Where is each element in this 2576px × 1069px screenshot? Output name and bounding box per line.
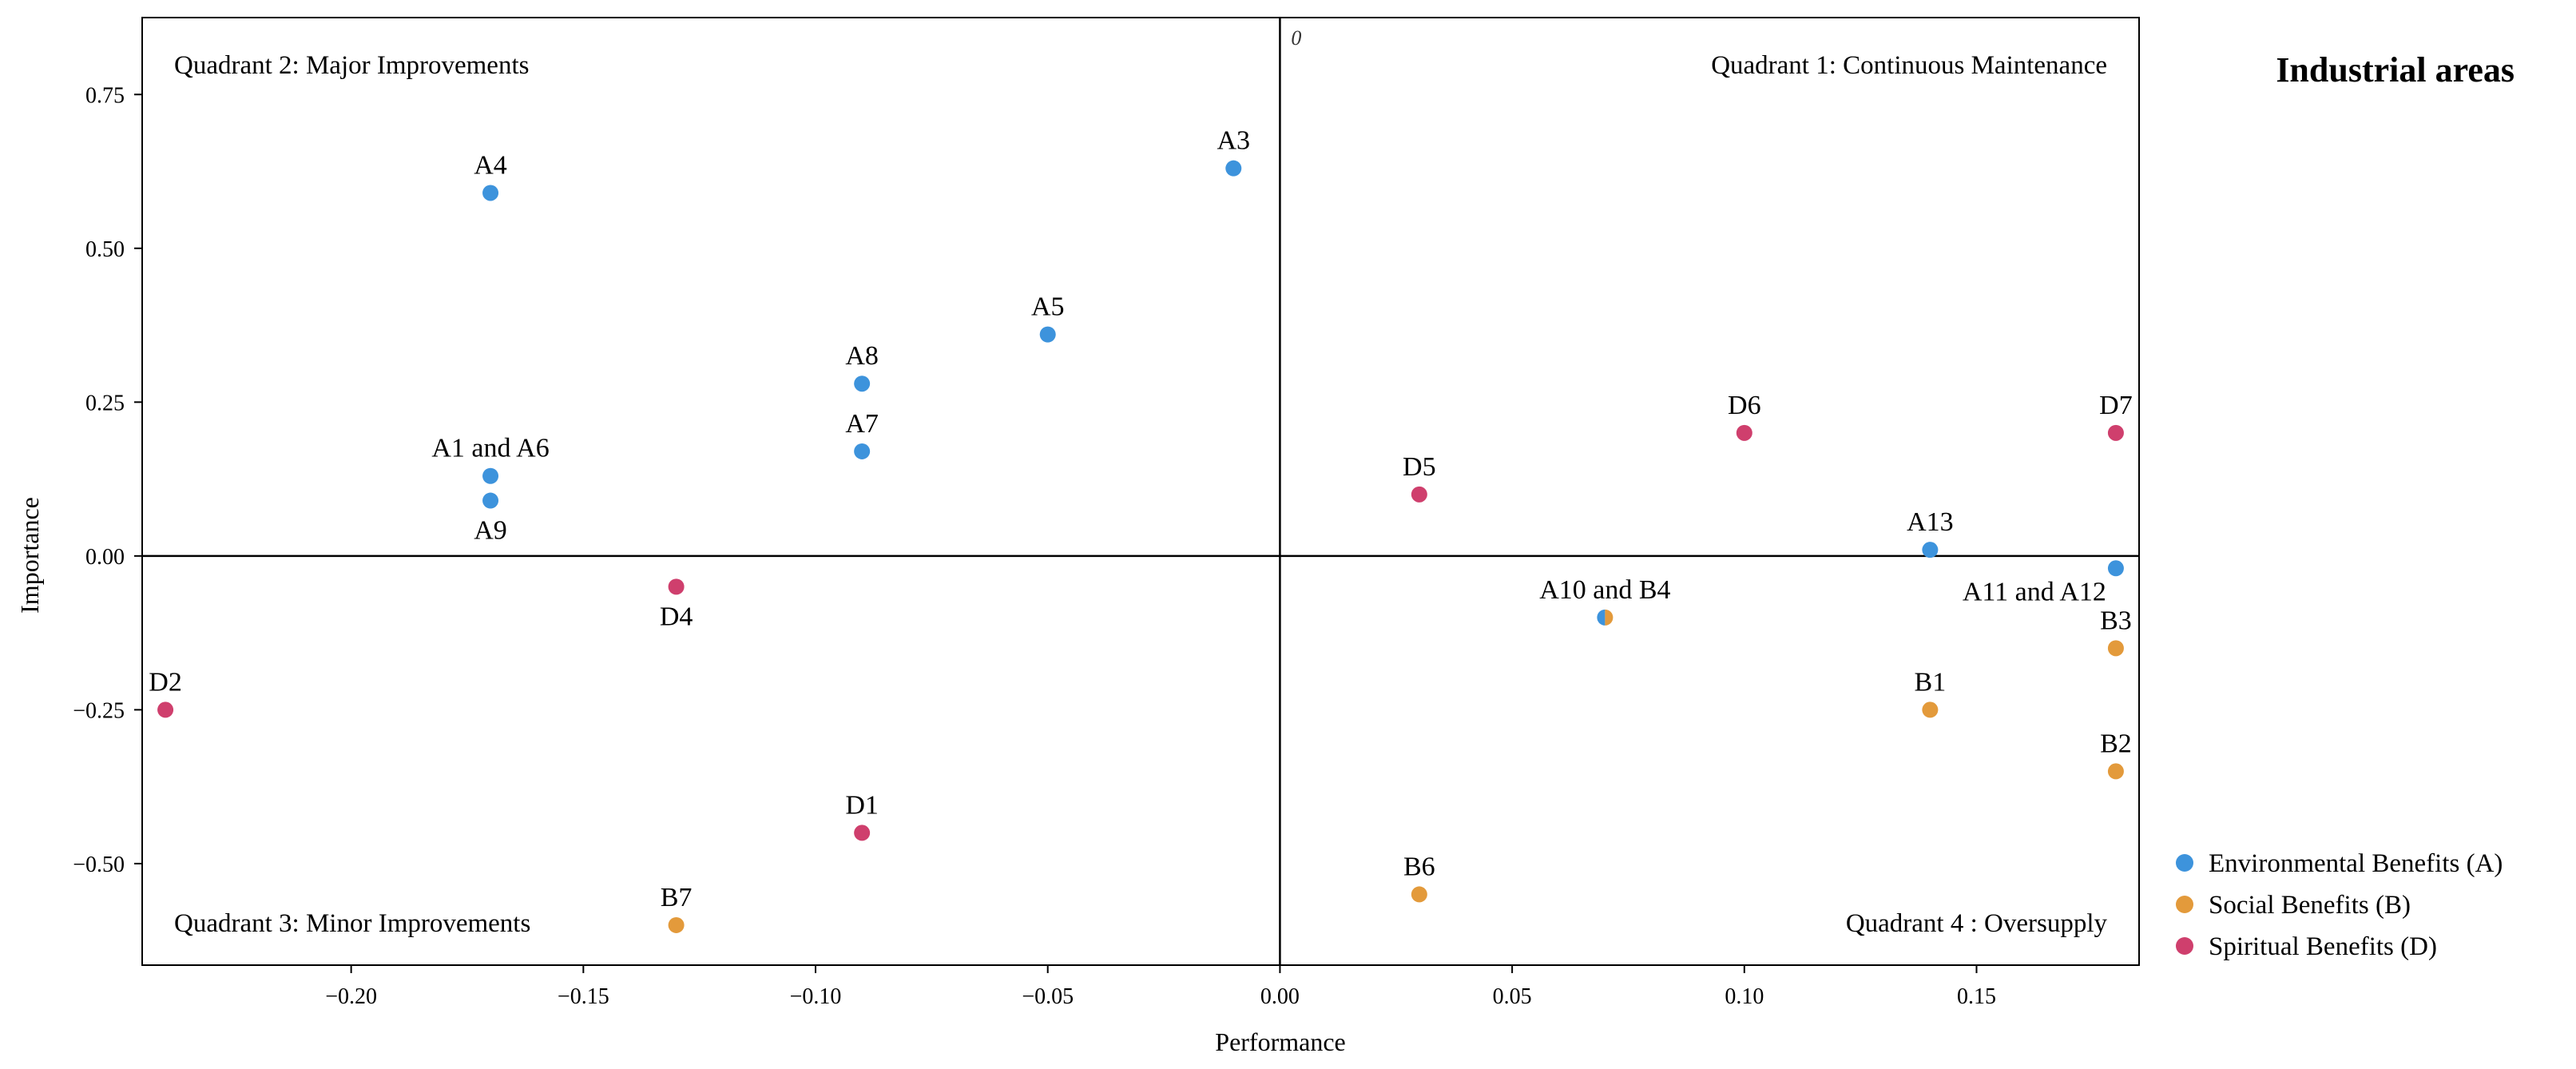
legend-label-2: Spiritual Benefits (D)	[2209, 932, 2437, 961]
x-axis-title: Performance	[1215, 1027, 1345, 1056]
point-A11A12	[2107, 560, 2124, 577]
label-A10B4: A10 and B4	[1539, 575, 1670, 605]
point-A9	[482, 492, 499, 509]
label-A1A6: A1 and A6	[431, 434, 549, 463]
label-A9: A9	[474, 516, 507, 546]
point-B7	[668, 916, 685, 933]
point-D4	[668, 578, 685, 595]
plot-frame	[141, 17, 2140, 966]
point-A5	[1039, 326, 1056, 343]
legend-marker-0	[2176, 854, 2193, 872]
point-A10B4-left-half	[1597, 609, 1606, 626]
quadrant-label-q2: Quadrant 2: Major Improvements	[174, 51, 529, 80]
y-tick-label: 0.50	[85, 237, 125, 262]
origin-label: 0	[1291, 26, 1301, 50]
point-A8	[854, 376, 871, 392]
point-D7	[2107, 424, 2124, 441]
label-D2: D2	[149, 667, 182, 697]
quadrant-label-q1: Quadrant 1: Continuous Maintenance	[1711, 51, 2107, 80]
quadrant-divider-lines: 0	[142, 18, 2139, 965]
chart-legend: Environmental Benefits (A) Social Benefit…	[2176, 849, 2503, 961]
legend-label-1: Social Benefits (B)	[2209, 891, 2411, 920]
x-tick-label: −0.15	[558, 984, 609, 1009]
x-tick-label: 0.15	[1957, 984, 1996, 1009]
point-A3	[1225, 160, 1242, 177]
y-tick-label: 0.00	[85, 545, 125, 570]
label-A4: A4	[474, 150, 507, 180]
point-B1	[1922, 701, 1939, 718]
label-A7: A7	[845, 409, 879, 439]
label-B1: B1	[1915, 667, 1947, 697]
legend-marker-1	[2176, 896, 2193, 913]
label-B7: B7	[661, 883, 693, 912]
point-B2	[2107, 763, 2124, 780]
label-A8: A8	[845, 341, 879, 371]
label-B6: B6	[1403, 852, 1435, 881]
point-D1	[854, 825, 871, 841]
legend-label-0: Environmental Benefits (A)	[2209, 849, 2503, 878]
x-tick-label: −0.10	[790, 984, 842, 1009]
point-D2	[157, 701, 174, 718]
point-A1A6	[482, 467, 499, 484]
y-tick-label: 0.75	[85, 83, 125, 108]
y-tick-label: −0.25	[73, 698, 125, 723]
label-D6: D6	[1728, 391, 1761, 420]
label-A5: A5	[1031, 292, 1065, 322]
x-tick-label: 0.05	[1493, 984, 1532, 1009]
label-D1: D1	[845, 790, 879, 820]
point-D5	[1411, 486, 1427, 503]
point-A13	[1922, 542, 1939, 558]
label-A13: A13	[1907, 507, 1954, 537]
y-tick-label: −0.50	[73, 852, 125, 877]
data-labels: A3 A4 A5 A8 A7 A1 and A6 A9 A13 A11 and A12 A10 a…	[149, 126, 2132, 912]
chart-title: Industrial areas	[2276, 50, 2514, 89]
point-B6	[1411, 886, 1427, 903]
label-B2: B2	[2100, 729, 2132, 758]
quadrant-label-q3: Quadrant 3: Minor Improvements	[174, 909, 530, 938]
label-A3: A3	[1217, 126, 1250, 156]
legend-marker-2	[2176, 937, 2193, 955]
point-B3	[2107, 640, 2124, 657]
point-A10B4-right-half	[1605, 609, 1613, 626]
data-points	[157, 160, 2124, 933]
label-D7: D7	[2099, 391, 2133, 420]
quadrant-label-q4: Quadrant 4 : Oversupply	[1846, 909, 2108, 938]
point-A4	[482, 185, 499, 201]
quadrant-labels: Quadrant 1: Continuous Maintenance Quadra…	[174, 51, 2107, 938]
point-A7	[854, 443, 871, 459]
point-D6	[1736, 424, 1752, 441]
x-tick-label: 0.00	[1260, 984, 1300, 1009]
y-axis-title: Importance	[15, 497, 44, 614]
x-tick-label: 0.10	[1725, 984, 1764, 1009]
label-D5: D5	[1403, 452, 1436, 482]
x-tick-label: −0.05	[1022, 984, 1074, 1009]
y-tick-label: 0.25	[85, 391, 125, 415]
x-tick-label: −0.20	[325, 984, 377, 1009]
axis-ticks: −0.20 −0.15 −0.10 −0.05 0.00 0.05 0.10 0.15 0.75…	[73, 83, 1996, 1009]
label-B3: B3	[2100, 606, 2132, 635]
label-D4: D4	[660, 602, 693, 631]
label-A11A12: A11 and A12	[1963, 577, 2106, 606]
